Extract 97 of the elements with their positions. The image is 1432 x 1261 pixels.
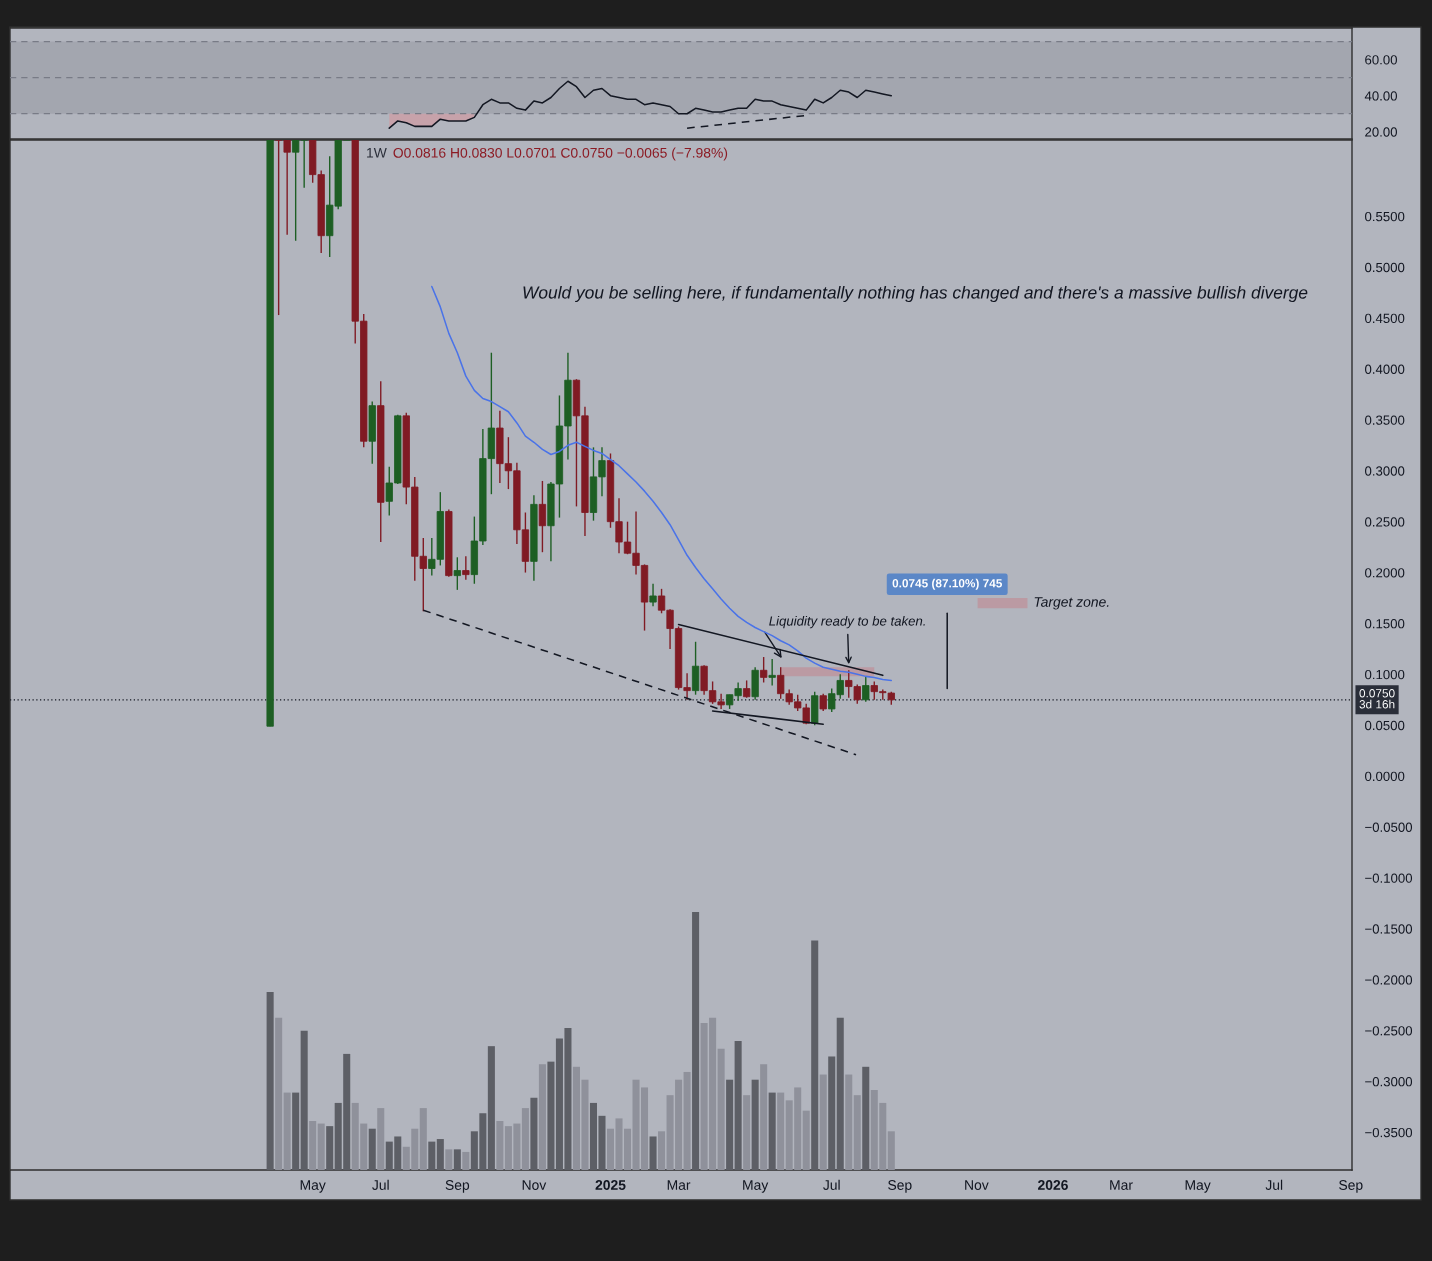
bar (836, 1017, 844, 1170)
y-tick-label: 0.5500 (1365, 211, 1405, 222)
bar (828, 1056, 836, 1170)
bar (683, 1071, 691, 1170)
candlestick (368, 400, 376, 465)
bar (462, 1151, 470, 1170)
x-tick-label: Mar (1110, 1180, 1133, 1190)
y-tick-label: 40.00 (1364, 91, 1397, 101)
bar (547, 1061, 555, 1170)
bar (768, 1092, 776, 1170)
bar (538, 1064, 546, 1170)
x-tick-label: Jul (1265, 1179, 1283, 1190)
candlestick (862, 675, 870, 703)
x-tick-label: May (1185, 1180, 1211, 1193)
bar (862, 1066, 870, 1170)
ref-line-label: 0.0750 3d 16h (1359, 689, 1395, 709)
y-tick-label: 20.00 (1365, 127, 1397, 137)
bar (658, 1131, 666, 1170)
bar (436, 1139, 444, 1170)
bar (726, 1079, 734, 1170)
y-tick-label: 0.3000 (1365, 466, 1405, 476)
bar (743, 1095, 751, 1170)
y-tick-label: −0.3500 (1365, 1127, 1413, 1138)
x-tick-label: May (300, 1180, 326, 1193)
bar (487, 1046, 495, 1170)
y-tick-label: 0.1500 (1365, 619, 1405, 629)
y-tick-label: 0.4500 (1365, 313, 1405, 324)
y-tick-label: 60.00 (1365, 55, 1397, 65)
x-tick-label: 2026 (1038, 1180, 1068, 1190)
y-tick-label: −0.1500 (1365, 924, 1413, 934)
bar (292, 1092, 300, 1170)
bar (692, 912, 700, 1170)
candlestick (760, 656, 768, 684)
x-tick-label: Sep (445, 1180, 470, 1193)
y-tick-label: −0.2000 (1365, 975, 1413, 985)
bar (845, 1074, 853, 1170)
bar (777, 1092, 785, 1170)
bar (751, 1079, 759, 1170)
bar (649, 1136, 657, 1170)
y-tick-label: 0.5000 (1365, 262, 1405, 273)
candlestick (266, 140, 274, 727)
bar (496, 1120, 504, 1170)
candlestick (453, 556, 461, 591)
y-tick-label: −0.2500 (1365, 1026, 1413, 1036)
annotation: Liquidity ready to be taken. (769, 616, 925, 629)
bar (428, 1141, 436, 1170)
annotation: Would you be selling here, if fundamentally nothing has changed and there's a massive bullish diverge (523, 285, 1308, 303)
line-series (388, 80, 893, 129)
x-tick-label: Mar (667, 1180, 691, 1190)
candlestick (811, 690, 819, 726)
y-tick-label: 0.2500 (1365, 517, 1405, 527)
y-tick-label: −0.1000 (1365, 873, 1413, 883)
y-tick-label: −0.3000 (1365, 1077, 1413, 1087)
chart-title: 1W (367, 148, 387, 158)
chart-subtitle: O0.0816 H0.0830 L0.0701 C0.0750 −0.0065 (−7.98%) (393, 147, 728, 161)
bar (266, 991, 274, 1170)
annotation: Target zone. (1034, 597, 1109, 610)
bar (368, 1128, 376, 1170)
annotation: 0.0745 (87.10%) 745 (892, 578, 1003, 590)
bar (283, 1092, 291, 1170)
bar (811, 940, 819, 1170)
candlestick (377, 380, 385, 543)
bar (317, 1123, 325, 1170)
bar (309, 1120, 317, 1170)
bar (377, 1108, 385, 1170)
bar (419, 1108, 427, 1170)
y-tick-label: 0.2000 (1365, 568, 1405, 578)
bar (802, 1110, 810, 1170)
y-tick-label: 0.3500 (1365, 415, 1405, 425)
x-tick-label: Jul (372, 1179, 389, 1190)
bar (326, 1126, 334, 1170)
y-tick-label: −0.0500 (1365, 822, 1413, 832)
bar (275, 1017, 283, 1170)
bar (445, 1149, 453, 1170)
x-tick-label: Nov (522, 1180, 547, 1190)
candlestick (768, 658, 776, 687)
x-tick-label: May (743, 1180, 769, 1193)
y-tick-label: 0.1000 (1365, 669, 1405, 680)
x-tick-label: Jul (823, 1179, 840, 1190)
bar (734, 1041, 742, 1170)
candlestick (649, 583, 657, 607)
y-tick-label: 0.0500 (1365, 720, 1405, 731)
y-tick-label: 0.4000 (1365, 364, 1405, 374)
x-tick-label: 2025 (595, 1180, 626, 1190)
bar (853, 1095, 861, 1170)
bar (819, 1074, 827, 1170)
y-tick-label: 0.0000 (1365, 771, 1405, 782)
bar (717, 1048, 725, 1170)
bar (453, 1149, 461, 1170)
x-tick-label: Nov (965, 1180, 989, 1190)
bar (887, 1131, 895, 1170)
bar (760, 1064, 768, 1170)
bar (521, 1108, 529, 1170)
bar (300, 1030, 308, 1170)
x-tick-label: Sep (888, 1180, 912, 1193)
bar (530, 1097, 538, 1170)
x-tick-label: Sep (1339, 1180, 1363, 1193)
